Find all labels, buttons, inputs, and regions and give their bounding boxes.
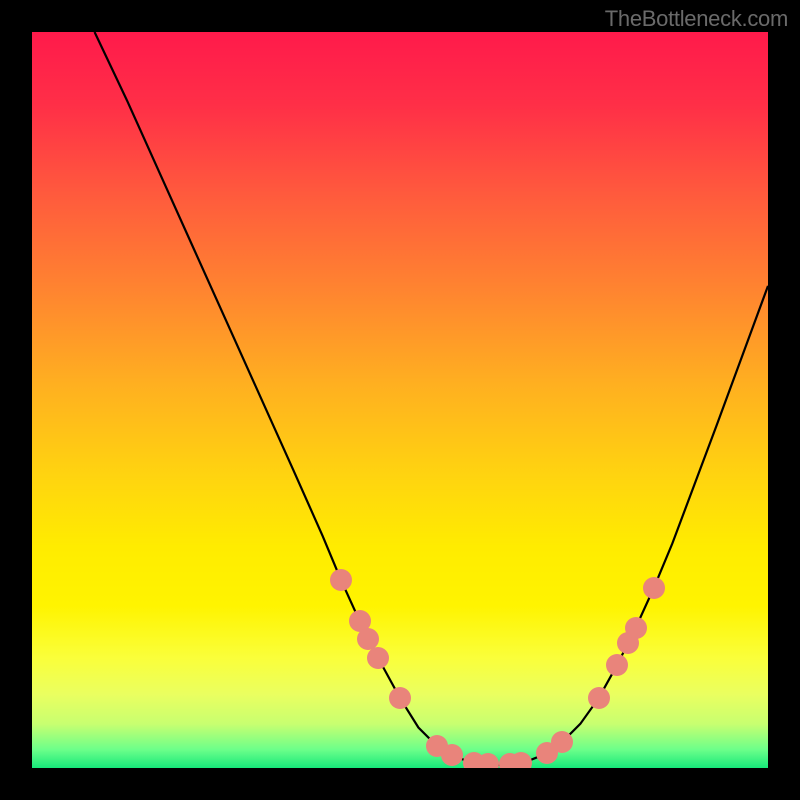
data-marker bbox=[588, 687, 610, 709]
data-marker bbox=[625, 617, 647, 639]
data-marker bbox=[367, 647, 389, 669]
data-marker bbox=[389, 687, 411, 709]
data-marker bbox=[510, 752, 532, 768]
data-marker bbox=[606, 654, 628, 676]
data-marker bbox=[441, 744, 463, 766]
bottleneck-curve bbox=[95, 32, 768, 765]
data-marker bbox=[330, 569, 352, 591]
data-marker bbox=[477, 753, 499, 768]
data-marker bbox=[643, 577, 665, 599]
watermark-text: TheBottleneck.com bbox=[605, 6, 788, 32]
data-marker bbox=[551, 731, 573, 753]
plot-area bbox=[32, 32, 768, 768]
curve-layer bbox=[32, 32, 768, 768]
